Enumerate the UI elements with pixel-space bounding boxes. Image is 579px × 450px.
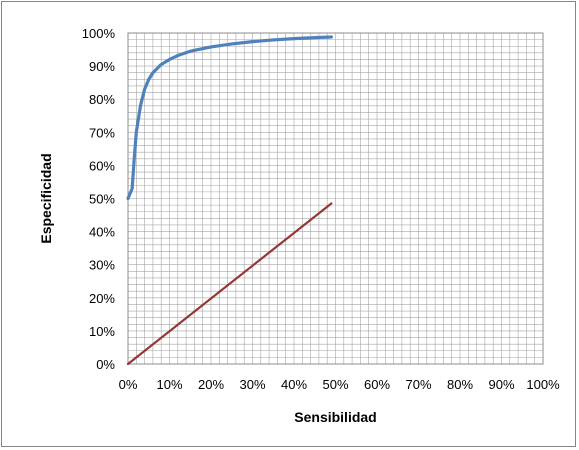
x-tick-label: 70% — [405, 377, 431, 392]
y-axis-ticks: 0% 10% 20% 30% 40% 50% 60% 70% 80% 90% 100% — [82, 26, 116, 372]
x-tick-label: 50% — [322, 377, 348, 392]
y-tick-label: 40% — [89, 225, 115, 240]
x-axis-ticks: 0% 10% 20% 30% 40% 50% 60% 70% 80% 90% 100% — [119, 377, 560, 392]
series-2-line — [126, 202, 333, 366]
x-tick-label: 80% — [447, 377, 473, 392]
series-1-line — [126, 35, 333, 201]
y-tick-label: 90% — [89, 59, 115, 74]
y-tick-label: 60% — [89, 158, 115, 173]
x-tick-label: 20% — [198, 377, 224, 392]
y-tick-label: 100% — [82, 26, 116, 41]
y-tick-label: 0% — [96, 357, 115, 372]
y-axis-title: Especificidad — [38, 153, 54, 243]
y-tick-label: 80% — [89, 92, 115, 107]
x-tick-label: 30% — [239, 377, 265, 392]
y-tick-label: 50% — [89, 192, 115, 207]
x-tick-label: 60% — [364, 377, 390, 392]
x-tick-label: 40% — [281, 377, 307, 392]
series-layer — [126, 35, 333, 366]
x-axis-title: Sensibilidad — [294, 409, 376, 425]
x-tick-label: 0% — [119, 377, 138, 392]
y-tick-label: 20% — [89, 291, 115, 306]
y-tick-label: 30% — [89, 258, 115, 273]
gridlines — [127, 32, 544, 365]
y-tick-label: 10% — [89, 324, 115, 339]
x-tick-label: 90% — [488, 377, 514, 392]
y-tick-label: 70% — [89, 125, 115, 140]
x-tick-label: 100% — [526, 377, 560, 392]
x-tick-label: 10% — [156, 377, 182, 392]
